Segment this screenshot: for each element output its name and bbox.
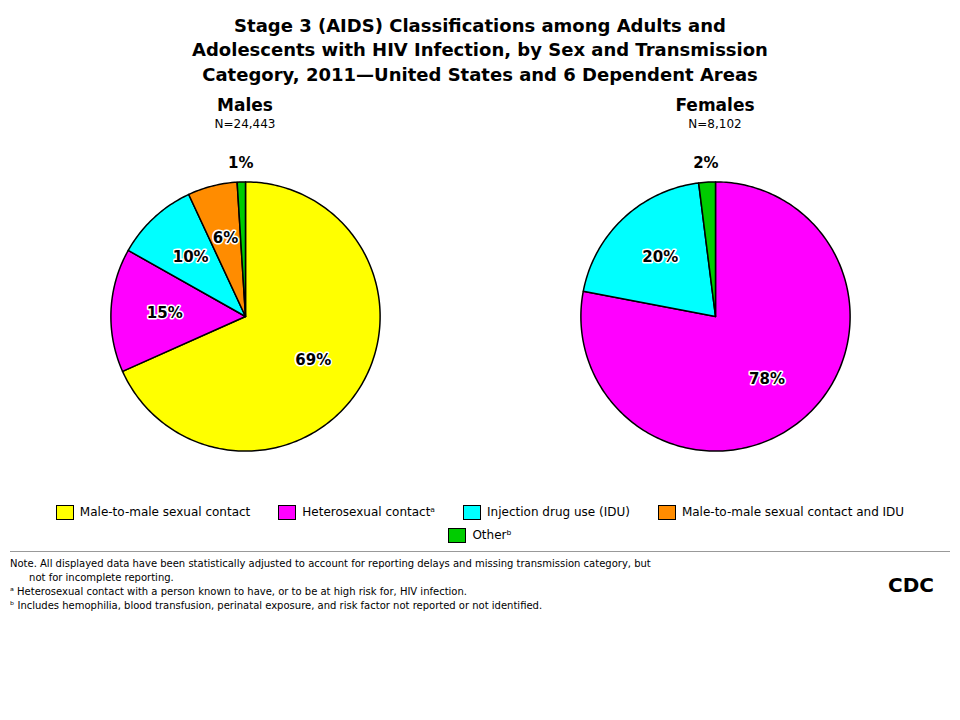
svg-text:15%: 15%	[147, 303, 183, 321]
html-text:N=24,443: N=24,443	[214, 116, 276, 131]
html-text:N=8,102: N=8,102	[688, 116, 742, 131]
svg-text:69%: 69%	[295, 351, 331, 369]
svg-text:2%: 2%	[693, 154, 718, 172]
html-text:Males: Males	[217, 94, 273, 115]
html-text:Stage 3 (AIDS) Classifications: Stage 3 (AIDS) Classifications among Adu…	[192, 15, 768, 85]
html-text:Male-to-male sexual contact: Male-to-male sexual contact	[79, 505, 251, 520]
html-text:Note. All displayed data have: Note. All displayed data have been stati…	[10, 557, 651, 569]
html-text:ᵃ Heterosexual contact with a: ᵃ Heterosexual contact with a person kno…	[10, 585, 467, 597]
svg-text:10%: 10%	[173, 248, 209, 266]
svg-text:78%: 78%	[749, 369, 785, 387]
html-text:ᵇ Includes hemophilia, blood t: ᵇ Includes hemophilia, blood transfusion…	[10, 599, 543, 611]
html-text:not for incomplete reporting.: not for incomplete reporting.	[10, 571, 174, 583]
svg-text:20%: 20%	[642, 248, 678, 266]
svg-text:6%: 6%	[213, 229, 238, 247]
svg-text:1%: 1%	[228, 154, 253, 172]
html-text:Male-to-male sexual contact an: Male-to-male sexual contact and IDU	[681, 505, 905, 520]
html-text:Injection drug use (IDU): Injection drug use (IDU)	[487, 505, 630, 520]
html-text:Otherᵇ: Otherᵇ	[472, 528, 512, 543]
html-text:Females: Females	[675, 94, 755, 115]
html-text:Heterosexual contactᵃ: Heterosexual contactᵃ	[302, 505, 436, 520]
html-text:CDC: CDC	[888, 572, 934, 597]
